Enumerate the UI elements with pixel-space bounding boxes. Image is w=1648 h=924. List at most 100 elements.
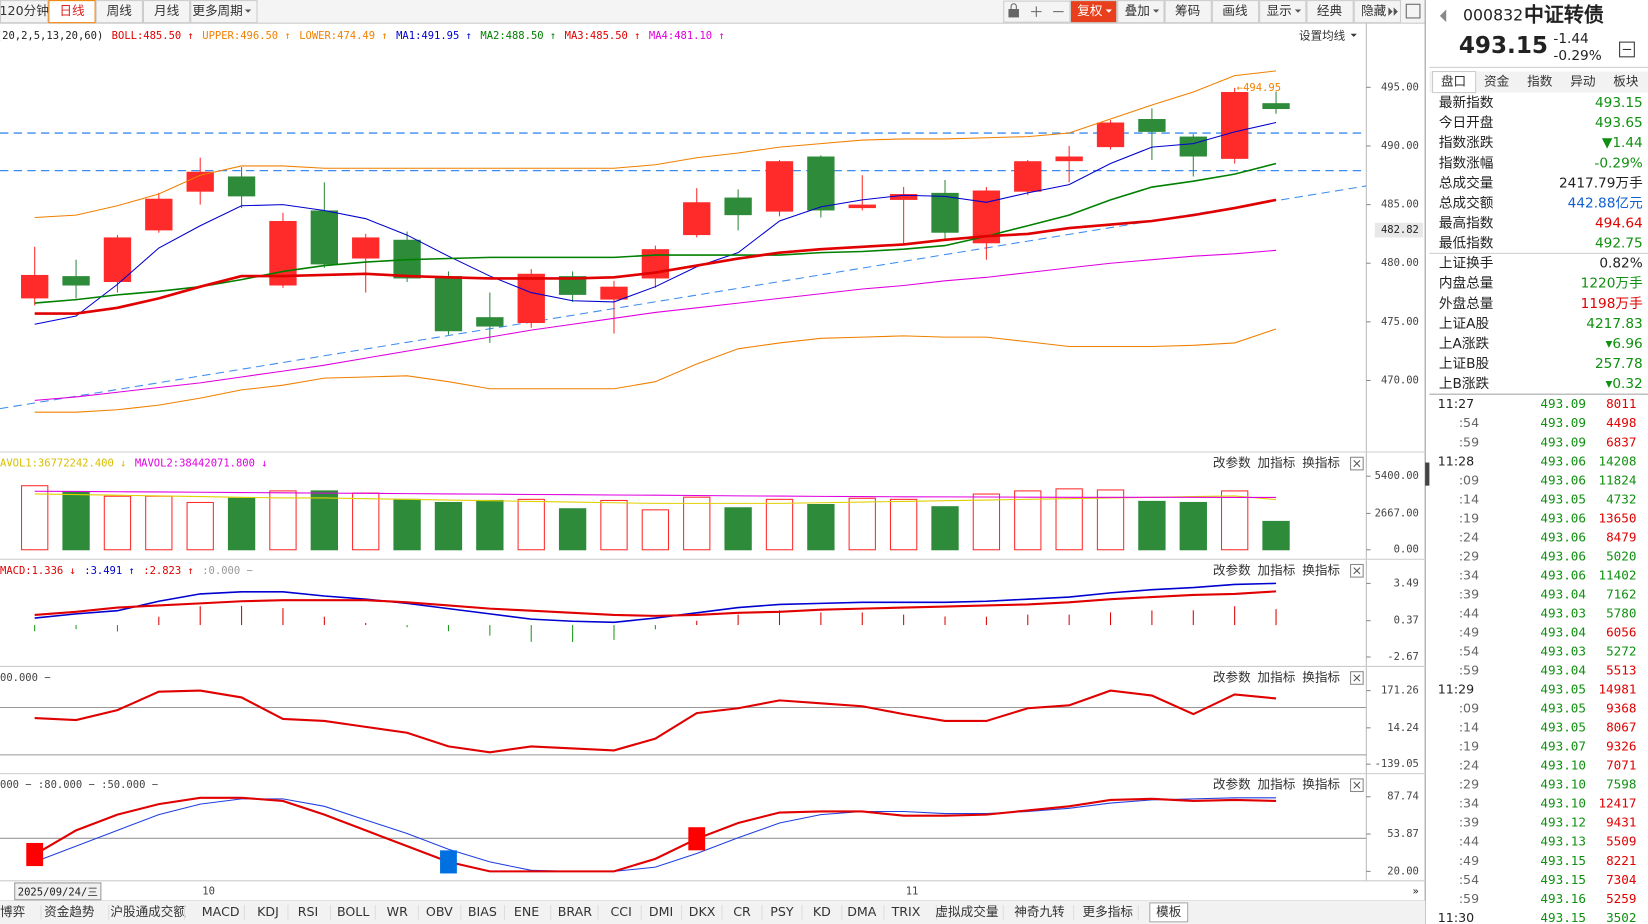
period-button[interactable] bbox=[95, 0, 143, 24]
bottom-tab[interactable]: DMI bbox=[649, 904, 673, 919]
bottom-tab[interactable]: WR bbox=[387, 904, 408, 919]
quote-tab[interactable]: 异动 bbox=[1570, 74, 1595, 89]
tool-label[interactable]: 隐藏 bbox=[1361, 3, 1387, 18]
bottom-tab[interactable]: PSY bbox=[770, 904, 794, 919]
volume-bar bbox=[848, 497, 876, 551]
scroll-arrow[interactable]: » bbox=[1413, 885, 1419, 897]
tool-label[interactable]: 叠加 bbox=[1125, 3, 1150, 18]
quote-header-icons[interactable] bbox=[1439, 9, 1635, 58]
quote-value: 4217.83 bbox=[1586, 316, 1642, 332]
panel-button[interactable]: 改参数 bbox=[1213, 669, 1251, 684]
bottom-tab[interactable]: BIAS bbox=[468, 904, 497, 919]
panel-button[interactable]: 加指标 bbox=[1258, 562, 1296, 577]
bottom-tab[interactable]: 更多指标 bbox=[1083, 904, 1134, 919]
legend-entry: 00.000 − bbox=[0, 672, 51, 684]
quote-tab[interactable]: 板块 bbox=[1613, 74, 1639, 89]
bottom-tab[interactable]: ENE bbox=[514, 904, 539, 919]
quote-tab[interactable]: 资金 bbox=[1484, 74, 1510, 89]
bottom-tab[interactable]: BRAR bbox=[558, 904, 593, 919]
bottom-tab[interactable]: 神奇九转 bbox=[1014, 904, 1065, 919]
bottom-tab[interactable]: KD bbox=[813, 904, 831, 919]
indicator-line bbox=[34, 490, 1277, 498]
period-button[interactable] bbox=[48, 0, 96, 24]
bottom-tab[interactable]: 沪股通成交额 bbox=[110, 904, 186, 919]
panel-button[interactable]: 换指标 bbox=[1302, 562, 1340, 577]
period-label[interactable]: 120分钟 bbox=[0, 3, 49, 18]
candle-body bbox=[558, 276, 587, 295]
panel bbox=[0, 689, 1367, 756]
legend: 000 − :80.000 − :50.000 − bbox=[0, 779, 158, 791]
panel bbox=[0, 796, 1367, 874]
volume-bar bbox=[62, 491, 90, 551]
tool-label[interactable]: 复权 bbox=[1077, 3, 1103, 18]
panel-button[interactable]: 加指标 bbox=[1258, 777, 1296, 792]
panel-button[interactable]: 换指标 bbox=[1302, 777, 1340, 792]
tool-button[interactable] bbox=[1117, 0, 1165, 24]
dropdown-icon bbox=[1350, 33, 1357, 37]
bottom-tab[interactable]: MACD bbox=[202, 904, 240, 919]
ma-settings[interactable]: 设置均线 bbox=[1299, 28, 1346, 42]
period-label[interactable]: 日线 bbox=[59, 3, 85, 18]
bottom-tab[interactable]: BOLL bbox=[337, 904, 369, 919]
bottom-tab[interactable]: OBV bbox=[426, 904, 453, 919]
divider-handle[interactable] bbox=[1425, 462, 1430, 486]
tool-label[interactable]: 画线 bbox=[1222, 3, 1248, 18]
trade-volume: 11824 bbox=[1598, 472, 1636, 487]
panel-button[interactable]: 换指标 bbox=[1302, 455, 1340, 470]
period-button[interactable] bbox=[142, 0, 191, 24]
panel-button[interactable]: 改参数 bbox=[1213, 777, 1251, 792]
panel-button[interactable]: 换指标 bbox=[1302, 669, 1340, 684]
period-button[interactable] bbox=[0, 0, 49, 24]
tool-button[interactable] bbox=[1259, 0, 1307, 24]
candle-body bbox=[1096, 122, 1125, 148]
tool-button[interactable] bbox=[1069, 0, 1118, 24]
legend-entry: :0.000 − bbox=[202, 565, 253, 577]
panel-button[interactable]: 加指标 bbox=[1258, 669, 1296, 684]
legend-entry: LOWER:474.49 ↑ bbox=[299, 30, 388, 42]
bottom-tab[interactable]: 模板 bbox=[1156, 904, 1182, 919]
cursor-price-box bbox=[1374, 222, 1424, 238]
trade-time: :54 bbox=[1459, 415, 1479, 430]
signal-marker bbox=[440, 850, 457, 874]
tool-label[interactable]: 筹码 bbox=[1175, 3, 1200, 18]
panel-button[interactable]: 加指标 bbox=[1258, 455, 1296, 470]
tool-button[interactable] bbox=[1353, 0, 1402, 24]
legend-entry: UPPER:496.50 ↑ bbox=[202, 30, 291, 42]
trade-price: 493.15 bbox=[1540, 910, 1586, 924]
candle-body bbox=[931, 192, 959, 233]
bottom-tab[interactable]: 虚拟成交量 bbox=[935, 904, 998, 919]
tool-label[interactable]: 显示 bbox=[1266, 3, 1291, 18]
panel-button[interactable]: 改参数 bbox=[1213, 562, 1251, 577]
period-label[interactable]: 更多周期 bbox=[192, 3, 242, 18]
indicator-line bbox=[34, 198, 1277, 315]
tool-label[interactable]: 经典 bbox=[1317, 3, 1343, 18]
bottom-tab[interactable]: TRIX bbox=[891, 904, 921, 919]
bottom-tab[interactable]: KDJ bbox=[257, 904, 279, 919]
tool-button[interactable] bbox=[1164, 0, 1212, 24]
trade-volume: 7162 bbox=[1606, 586, 1636, 601]
panel bbox=[21, 485, 1290, 551]
bottom-tab[interactable]: CR bbox=[733, 904, 751, 919]
quote-value: 442.88亿元 bbox=[1568, 195, 1643, 211]
bottom-tab[interactable]: RSI bbox=[298, 904, 318, 919]
bottom-tab[interactable]: DKX bbox=[689, 904, 716, 919]
y-tick-label: 53.87 bbox=[1387, 828, 1419, 840]
tool-button[interactable] bbox=[1306, 0, 1354, 24]
period-button[interactable] bbox=[190, 0, 258, 24]
volume-bar bbox=[683, 496, 711, 551]
period-label[interactable]: 周线 bbox=[107, 3, 133, 18]
bottom-tab[interactable]: 博弈 bbox=[0, 904, 25, 919]
bottom-tab[interactable]: 资金趋势 bbox=[44, 904, 95, 919]
tool-button[interactable] bbox=[1211, 0, 1260, 24]
bottom-tab[interactable]: CCI bbox=[610, 904, 631, 919]
quote-tab[interactable]: 盘口 bbox=[1441, 74, 1466, 89]
toolbar-icons[interactable] bbox=[1003, 0, 1421, 23]
y-tick-label: 470.00 bbox=[1381, 374, 1419, 386]
bottom-tab[interactable]: DMA bbox=[847, 904, 877, 919]
panel-button[interactable]: 改参数 bbox=[1213, 455, 1251, 470]
period-label[interactable]: 月线 bbox=[154, 3, 180, 18]
quote-tab[interactable]: 指数 bbox=[1527, 74, 1553, 89]
